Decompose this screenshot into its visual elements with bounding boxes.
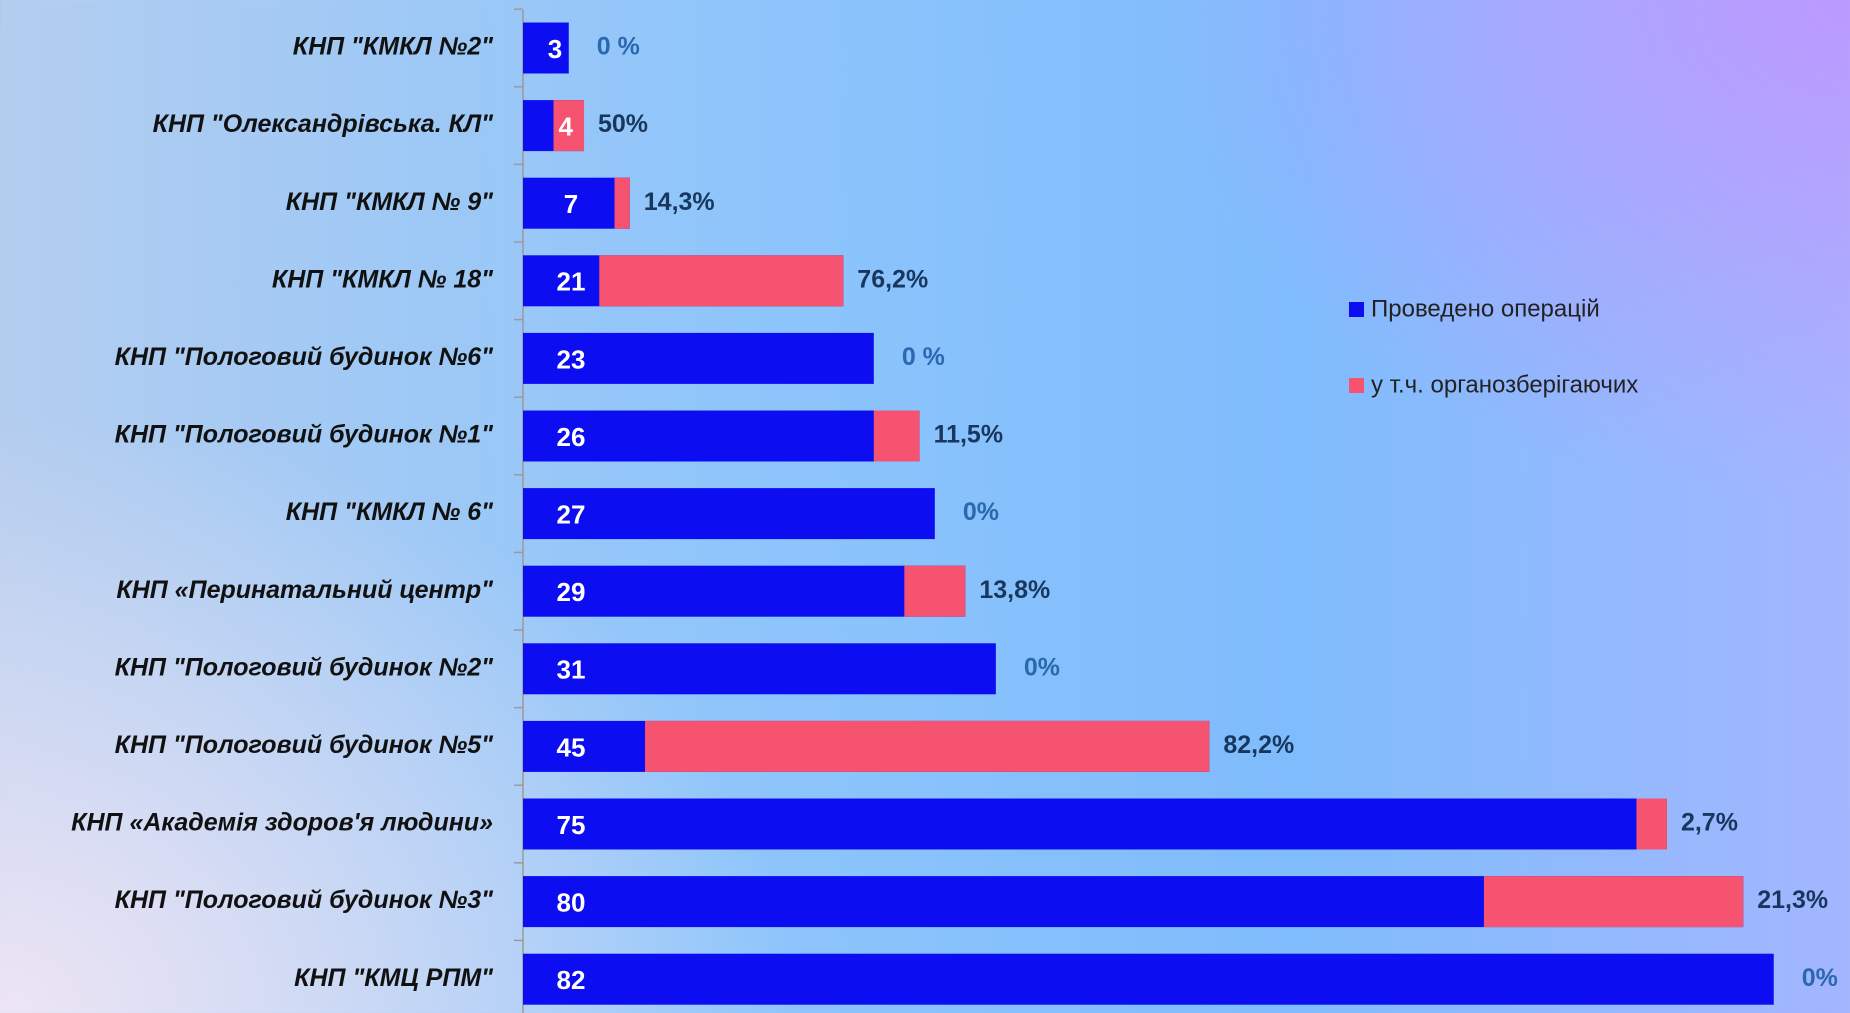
bar-segment — [645, 720, 1210, 772]
legend-swatch — [1349, 378, 1364, 393]
share-label: 0% — [1024, 653, 1060, 681]
value-label: 21 — [557, 267, 586, 297]
share-label: 21,3% — [1757, 886, 1828, 914]
share-label: 11,5% — [934, 421, 1004, 449]
share-label: 0% — [1802, 964, 1838, 992]
bar — [523, 643, 996, 695]
bar — [523, 565, 966, 617]
category-label: КНП "Пологовий будинок №5" — [115, 731, 495, 759]
bar-segment — [599, 255, 844, 307]
category-label: КНП "КМЦ РПМ" — [294, 964, 494, 992]
category-label: КНП "КМКЛ № 9" — [286, 188, 494, 216]
value-label: 45 — [557, 732, 586, 762]
value-label: 23 — [557, 344, 586, 374]
bar-segment — [904, 565, 966, 617]
share-label: 0% — [963, 498, 999, 526]
value-label: 80 — [557, 887, 586, 917]
value-label: 82 — [557, 965, 586, 995]
value-label: 26 — [557, 422, 586, 452]
bar-segment — [873, 410, 920, 462]
category-label: КНП "КМКЛ №2" — [293, 33, 494, 61]
category-label: КНП "Пологовий будинок №6" — [115, 343, 495, 371]
category-label: КНП «Перинатальний центр" — [116, 576, 494, 604]
value-label: 75 — [557, 810, 586, 840]
value-label: 27 — [557, 499, 586, 529]
category-label: КНП "Олександрівська. КЛ" — [153, 110, 495, 138]
bar — [523, 410, 920, 462]
share-label: 76,2% — [857, 265, 928, 293]
bar — [523, 798, 1667, 850]
bar — [523, 953, 1774, 1005]
category-label: КНП "Пологовий будинок №1" — [115, 421, 495, 449]
share-label: 14,3% — [644, 188, 715, 216]
category-label: КНП "КМКЛ № 18" — [272, 265, 494, 293]
share-label: 0 % — [597, 33, 640, 61]
legend-label: Проведено операцій — [1371, 295, 1600, 322]
value-label: 31 — [557, 655, 586, 685]
category-label: КНП "Пологовий будинок №3" — [115, 886, 495, 914]
bar — [523, 488, 935, 540]
share-label: 50% — [598, 110, 648, 138]
value-label: 29 — [557, 577, 586, 607]
category-label: КНП "Пологовий будинок №2" — [115, 653, 495, 681]
value-label: 7 — [564, 189, 578, 219]
share-label: 13,8% — [979, 576, 1050, 604]
bar — [523, 177, 630, 229]
category-label: КНП «Академія здоров'я людини» — [71, 809, 493, 837]
bar-segment — [1483, 876, 1744, 928]
legend-label: у т.ч. органозберігаючих — [1371, 371, 1638, 398]
legend-swatch — [1349, 302, 1364, 317]
value-label: 3 — [548, 34, 562, 64]
share-label: 82,2% — [1223, 731, 1294, 759]
bar-segment — [553, 100, 585, 152]
bar-segment — [614, 177, 630, 229]
share-label: 0 % — [902, 343, 945, 371]
bar — [523, 22, 569, 74]
value-label: 4 — [558, 111, 573, 141]
bar — [523, 332, 874, 384]
category-label: КНП "КМКЛ № 6" — [286, 498, 494, 526]
share-label: 2,7% — [1681, 809, 1738, 837]
bar-segment — [1636, 798, 1667, 850]
